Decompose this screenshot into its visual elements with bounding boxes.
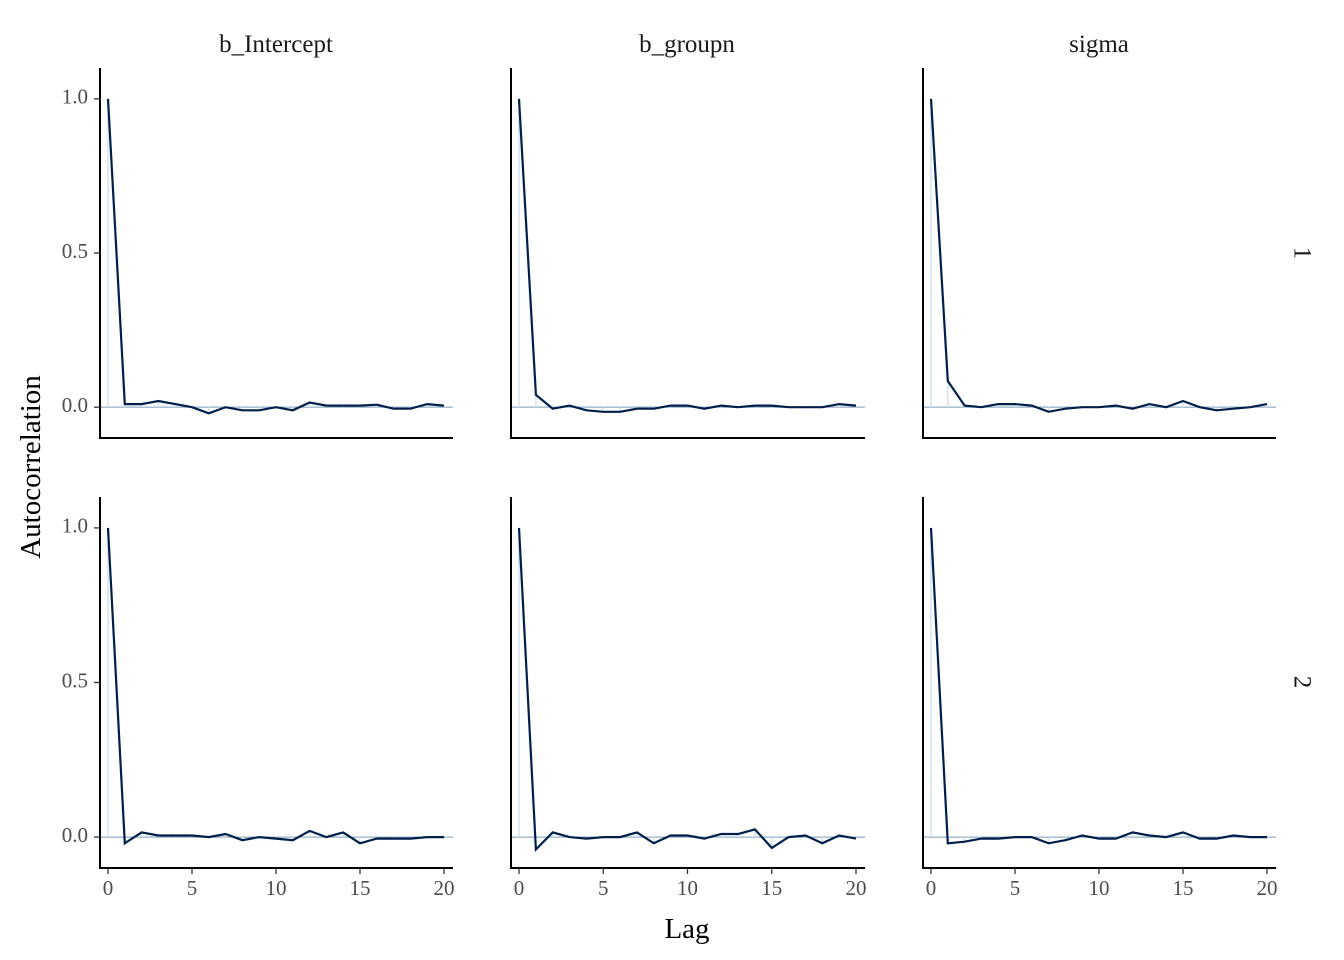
panel-b-groupn-chain-2: 0 5 10 15 20 (510, 497, 867, 900)
panels-layer: 0.0 0.5 1.0 0.0 0.5 1.0 0 5 10 15 20 0 5 10 15 20 0 5 10 15… (62, 68, 1278, 900)
y-tick-label: 0.5 (62, 239, 88, 263)
panel-sigma-chain-1 (922, 68, 1276, 439)
panel-b-intercept-chain-1: 0.0 0.5 1.0 (62, 68, 453, 439)
facet-strip-chain-1: 1 (1288, 247, 1315, 260)
x-tick-label: 20 (846, 876, 867, 900)
x-tick-label: 0 (103, 876, 114, 900)
acf-series-line (517, 98, 857, 413)
acf-series-line (929, 98, 1268, 413)
x-tick-label: 15 (1173, 876, 1194, 900)
x-tick-label: 20 (434, 876, 455, 900)
x-tick-label: 15 (761, 876, 782, 900)
y-axis-title: Autocorrelation (15, 375, 47, 559)
x-tick-label: 5 (187, 876, 198, 900)
x-tick-label: 5 (1010, 876, 1021, 900)
panel-b-intercept-chain-2: 0.0 0.5 1.0 0 5 10 15 20 (62, 497, 455, 900)
y-tick-label: 1.0 (62, 85, 88, 109)
acf-series-line (106, 527, 444, 846)
panel-sigma-chain-2: 0 5 10 15 20 (922, 497, 1278, 900)
x-tick-label: 0 (926, 876, 937, 900)
acf-series-line (517, 527, 857, 853)
x-tick-label: 10 (677, 876, 698, 900)
x-axis-title: Lag (664, 913, 709, 945)
facet-title-b-intercept: b_Intercept (219, 31, 333, 58)
panel-b-groupn-chain-1 (510, 68, 865, 439)
facet-title-b-groupn: b_groupn (639, 31, 735, 58)
facet-title-sigma: sigma (1069, 31, 1129, 58)
x-tick-label: 5 (598, 876, 609, 900)
y-tick-label: 1.0 (62, 514, 88, 538)
x-tick-label: 10 (1089, 876, 1110, 900)
acf-series-line (106, 98, 445, 415)
x-tick-label: 15 (350, 876, 371, 900)
y-tick-label: 0.0 (62, 823, 88, 847)
y-tick-label: 0.0 (62, 393, 88, 417)
acf-series-line (929, 527, 1267, 845)
x-tick-label: 10 (266, 876, 287, 900)
x-tick-label: 0 (514, 876, 525, 900)
facet-labels-layer: b_Intercept b_groupn sigma 1 2 (219, 31, 1315, 688)
x-tick-label: 20 (1257, 876, 1278, 900)
facet-strip-chain-2: 2 (1288, 676, 1315, 689)
y-tick-label: 0.5 (62, 668, 88, 692)
